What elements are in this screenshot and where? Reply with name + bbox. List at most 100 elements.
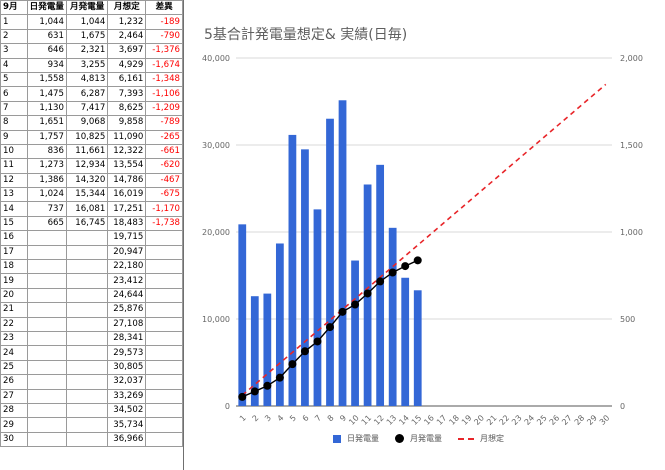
cell-expected[interactable]: 18,483 xyxy=(107,215,147,232)
cell-daily[interactable] xyxy=(26,359,68,376)
cell-daily[interactable]: 1,757 xyxy=(26,129,68,145)
cell-expected[interactable]: 7,393 xyxy=(107,86,147,102)
cell-expected[interactable]: 36,966 xyxy=(107,431,147,448)
cell-diff[interactable] xyxy=(145,345,183,361)
cell-expected[interactable]: 29,573 xyxy=(107,345,147,361)
combo-chart[interactable]: 0 10,000 20,000 30,000 40,000 0 500 1,000 1,500 2… xyxy=(190,5,662,467)
header-cell-diff[interactable]: 差異 xyxy=(145,0,183,16)
cell-monthly[interactable] xyxy=(65,388,109,404)
cell-day[interactable]: 20 xyxy=(0,287,28,304)
cell-expected[interactable]: 12,322 xyxy=(107,143,147,160)
cell-diff[interactable] xyxy=(145,359,183,376)
cell-monthly[interactable] xyxy=(65,287,109,304)
cell-expected[interactable]: 17,251 xyxy=(107,201,147,217)
cell-expected[interactable]: 13,554 xyxy=(107,158,147,174)
cell-day[interactable]: 19 xyxy=(0,273,28,289)
cell-diff[interactable]: -1,209 xyxy=(145,100,183,117)
cell-expected[interactable]: 14,786 xyxy=(107,172,147,189)
cell-monthly[interactable]: 16,745 xyxy=(65,215,109,232)
cell-daily[interactable]: 737 xyxy=(26,201,68,217)
cell-monthly[interactable] xyxy=(65,316,109,332)
cell-day[interactable]: 1 xyxy=(0,14,28,30)
cell-expected[interactable]: 16,019 xyxy=(107,187,147,203)
cell-daily[interactable]: 934 xyxy=(26,57,68,73)
cell-diff[interactable] xyxy=(145,273,183,289)
cell-day[interactable]: 15 xyxy=(0,215,28,232)
header-cell-monthly[interactable]: 月発電量 xyxy=(65,0,109,16)
cell-day[interactable]: 23 xyxy=(0,330,28,347)
cell-day[interactable]: 21 xyxy=(0,302,28,318)
cell-diff[interactable]: -790 xyxy=(145,28,183,45)
cell-monthly[interactable]: 7,417 xyxy=(65,100,109,117)
cell-daily[interactable]: 1,651 xyxy=(26,115,68,131)
cell-monthly[interactable]: 11,661 xyxy=(65,143,109,160)
cell-expected[interactable]: 25,876 xyxy=(107,302,147,318)
cell-diff[interactable]: -1,738 xyxy=(145,215,183,232)
cell-expected[interactable]: 30,805 xyxy=(107,359,147,376)
cell-day[interactable]: 8 xyxy=(0,115,28,131)
cell-daily[interactable] xyxy=(26,374,68,390)
cell-monthly[interactable] xyxy=(65,230,109,246)
cell-monthly[interactable] xyxy=(65,374,109,390)
cell-diff[interactable]: -265 xyxy=(145,129,183,145)
cell-monthly[interactable]: 1,675 xyxy=(65,28,109,45)
cell-day[interactable]: 2 xyxy=(0,28,28,45)
cell-daily[interactable]: 646 xyxy=(26,43,68,59)
cell-expected[interactable]: 24,644 xyxy=(107,287,147,304)
cell-monthly[interactable] xyxy=(65,431,109,448)
header-cell-expected[interactable]: 月想定 xyxy=(107,0,147,16)
cell-day[interactable]: 18 xyxy=(0,259,28,275)
cell-diff[interactable]: -675 xyxy=(145,187,183,203)
cell-monthly[interactable]: 3,255 xyxy=(65,57,109,73)
cell-monthly[interactable]: 6,287 xyxy=(65,86,109,102)
cell-monthly[interactable] xyxy=(65,302,109,318)
cell-daily[interactable] xyxy=(26,402,68,419)
cell-monthly[interactable] xyxy=(65,402,109,419)
cell-diff[interactable] xyxy=(145,230,183,246)
cell-diff[interactable] xyxy=(145,244,183,261)
cell-day[interactable]: 9 xyxy=(0,129,28,145)
header-cell-month[interactable]: 9月 xyxy=(0,0,28,16)
cell-diff[interactable] xyxy=(145,417,183,433)
cell-day[interactable]: 25 xyxy=(0,359,28,376)
cell-monthly[interactable]: 4,813 xyxy=(65,71,109,88)
cell-monthly[interactable] xyxy=(65,259,109,275)
cell-expected[interactable]: 1,232 xyxy=(107,14,147,30)
cell-expected[interactable]: 28,341 xyxy=(107,330,147,347)
cell-monthly[interactable]: 15,344 xyxy=(65,187,109,203)
cell-daily[interactable] xyxy=(26,330,68,347)
cell-diff[interactable]: -789 xyxy=(145,115,183,131)
cell-daily[interactable]: 1,044 xyxy=(26,14,68,30)
cell-day[interactable]: 7 xyxy=(0,100,28,117)
cell-daily[interactable]: 1,024 xyxy=(26,187,68,203)
cell-expected[interactable]: 4,929 xyxy=(107,57,147,73)
cell-daily[interactable] xyxy=(26,431,68,448)
cell-monthly[interactable]: 16,081 xyxy=(65,201,109,217)
cell-daily[interactable] xyxy=(26,417,68,433)
cell-day[interactable]: 27 xyxy=(0,388,28,404)
cell-diff[interactable] xyxy=(145,330,183,347)
cell-daily[interactable]: 1,475 xyxy=(26,86,68,102)
cell-diff[interactable] xyxy=(145,259,183,275)
cell-day[interactable]: 16 xyxy=(0,230,28,246)
cell-monthly[interactable] xyxy=(65,244,109,261)
cell-daily[interactable] xyxy=(26,345,68,361)
cell-diff[interactable]: -1,674 xyxy=(145,57,183,73)
cell-day[interactable]: 22 xyxy=(0,316,28,332)
cell-diff[interactable] xyxy=(145,402,183,419)
cell-expected[interactable]: 32,037 xyxy=(107,374,147,390)
cell-diff[interactable]: -1,376 xyxy=(145,43,183,59)
cell-expected[interactable]: 35,734 xyxy=(107,417,147,433)
cell-daily[interactable] xyxy=(26,388,68,404)
cell-monthly[interactable]: 1,044 xyxy=(65,14,109,30)
cell-expected[interactable]: 33,269 xyxy=(107,388,147,404)
cell-monthly[interactable] xyxy=(65,330,109,347)
cell-diff[interactable]: -661 xyxy=(145,143,183,160)
cell-day[interactable]: 26 xyxy=(0,374,28,390)
cell-daily[interactable] xyxy=(26,273,68,289)
cell-monthly[interactable] xyxy=(65,417,109,433)
cell-day[interactable]: 5 xyxy=(0,71,28,88)
cell-day[interactable]: 28 xyxy=(0,402,28,419)
cell-diff[interactable] xyxy=(145,287,183,304)
cell-diff[interactable] xyxy=(145,302,183,318)
